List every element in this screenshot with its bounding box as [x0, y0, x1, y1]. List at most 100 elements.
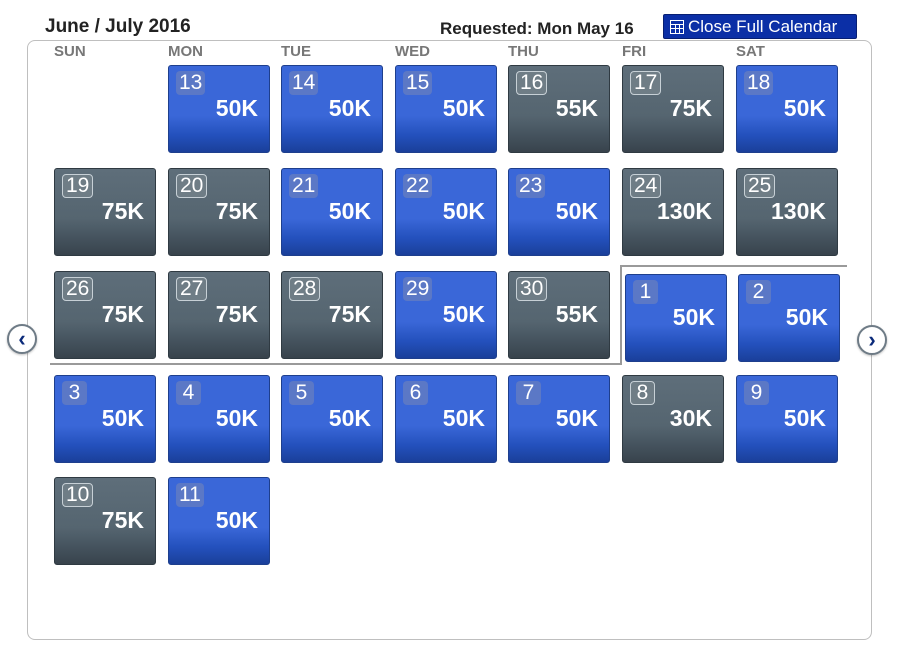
day-cell[interactable]: 7 50K — [508, 375, 610, 463]
day-price: 55K — [555, 95, 598, 121]
day-price: 50K — [215, 507, 258, 533]
day-cell[interactable]: 19 75K — [54, 168, 156, 256]
day-cell[interactable]: 8 30K — [622, 375, 724, 463]
day-price: 50K — [672, 304, 715, 330]
day-price: 75K — [101, 507, 144, 533]
day-number: 10 — [62, 483, 94, 507]
day-number: 22 — [403, 174, 433, 198]
day-price: 130K — [657, 198, 712, 224]
day-number: 4 — [176, 381, 201, 405]
day-price: 50K — [328, 405, 371, 431]
day-number: 28 — [289, 277, 321, 301]
day-cell[interactable]: 3 50K — [54, 375, 156, 463]
day-number: 20 — [176, 174, 208, 198]
day-number: 27 — [176, 277, 208, 301]
day-price: 50K — [783, 405, 826, 431]
day-number: 21 — [289, 174, 319, 198]
day-number: 29 — [403, 277, 433, 301]
day-number: 18 — [744, 71, 774, 95]
day-price: 50K — [101, 405, 144, 431]
day-number: 11 — [176, 483, 204, 507]
day-number: 15 — [403, 71, 433, 95]
day-cell[interactable]: 24 130K — [622, 168, 724, 256]
day-price: 75K — [101, 198, 144, 224]
day-number: 17 — [630, 71, 662, 95]
day-price: 55K — [555, 301, 598, 327]
day-price: 130K — [771, 198, 826, 224]
day-price: 50K — [442, 301, 485, 327]
weekday-thu: THU — [508, 43, 539, 60]
day-price: 50K — [442, 405, 485, 431]
day-cell[interactable]: 6 50K — [395, 375, 497, 463]
chevron-right-icon: › — [868, 327, 876, 352]
day-cell[interactable]: 15 50K — [395, 65, 497, 153]
month-divider — [620, 265, 847, 267]
day-cell[interactable]: 16 55K — [508, 65, 610, 153]
day-number: 26 — [62, 277, 94, 301]
day-cell[interactable]: 10 75K — [54, 477, 156, 565]
close-full-calendar-label: Close Full Calendar — [688, 16, 838, 36]
day-number: 30 — [516, 277, 548, 301]
weekday-tue: TUE — [281, 43, 311, 60]
day-price: 75K — [328, 301, 371, 327]
day-cell[interactable]: 5 50K — [281, 375, 383, 463]
day-number: 6 — [403, 381, 428, 405]
chevron-left-icon: ‹ — [18, 326, 26, 351]
day-cell[interactable]: 27 75K — [168, 271, 270, 359]
day-cell[interactable]: 17 75K — [622, 65, 724, 153]
calendar-icon — [670, 19, 684, 34]
day-number: 8 — [630, 381, 655, 405]
day-cell[interactable]: 11 50K — [168, 477, 270, 565]
calendar-title: June / July 2016 — [45, 16, 191, 37]
day-price: 75K — [669, 95, 712, 121]
day-number: 7 — [516, 381, 541, 405]
weekday-sun: SUN — [54, 43, 86, 60]
requested-date: Requested: Mon May 16 — [440, 19, 634, 38]
day-cell[interactable]: 4 50K — [168, 375, 270, 463]
day-cell[interactable]: 30 55K — [508, 271, 610, 359]
day-price: 75K — [215, 198, 258, 224]
day-number: 16 — [516, 71, 548, 95]
day-cell[interactable]: 26 75K — [54, 271, 156, 359]
day-number: 14 — [289, 71, 319, 95]
day-price: 75K — [101, 301, 144, 327]
day-cell[interactable]: 22 50K — [395, 168, 497, 256]
day-price: 50K — [215, 405, 258, 431]
day-number: 25 — [744, 174, 776, 198]
day-price: 50K — [783, 95, 826, 121]
day-price: 50K — [555, 405, 598, 431]
day-cell[interactable]: 23 50K — [508, 168, 610, 256]
day-cell[interactable]: 13 50K — [168, 65, 270, 153]
day-price: 75K — [215, 301, 258, 327]
day-cell[interactable]: 25 130K — [736, 168, 838, 256]
day-cell[interactable]: 28 75K — [281, 271, 383, 359]
day-number: 24 — [630, 174, 662, 198]
day-cell[interactable]: 18 50K — [736, 65, 838, 153]
weekday-sat: SAT — [736, 43, 765, 60]
day-number: 9 — [744, 381, 769, 405]
day-price: 50K — [442, 95, 485, 121]
day-cell[interactable]: 1 50K — [625, 274, 727, 362]
day-number: 1 — [633, 280, 658, 304]
month-divider — [50, 363, 622, 365]
day-cell[interactable]: 9 50K — [736, 375, 838, 463]
close-full-calendar-button[interactable]: Close Full Calendar — [663, 14, 857, 39]
day-cell[interactable]: 29 50K — [395, 271, 497, 359]
day-cell[interactable]: 14 50K — [281, 65, 383, 153]
day-number: 19 — [62, 174, 94, 198]
weekday-mon: MON — [168, 43, 203, 60]
day-number: 3 — [62, 381, 87, 405]
day-price: 50K — [215, 95, 258, 121]
month-divider — [620, 265, 622, 365]
day-number: 23 — [516, 174, 546, 198]
day-cell[interactable]: 2 50K — [738, 274, 840, 362]
day-price: 50K — [555, 198, 598, 224]
day-price: 50K — [328, 95, 371, 121]
day-price: 50K — [785, 304, 828, 330]
previous-month-button[interactable]: ‹ — [7, 324, 37, 354]
day-number: 5 — [289, 381, 314, 405]
day-price: 50K — [442, 198, 485, 224]
day-cell[interactable]: 21 50K — [281, 168, 383, 256]
day-cell[interactable]: 20 75K — [168, 168, 270, 256]
next-month-button[interactable]: › — [857, 325, 887, 355]
